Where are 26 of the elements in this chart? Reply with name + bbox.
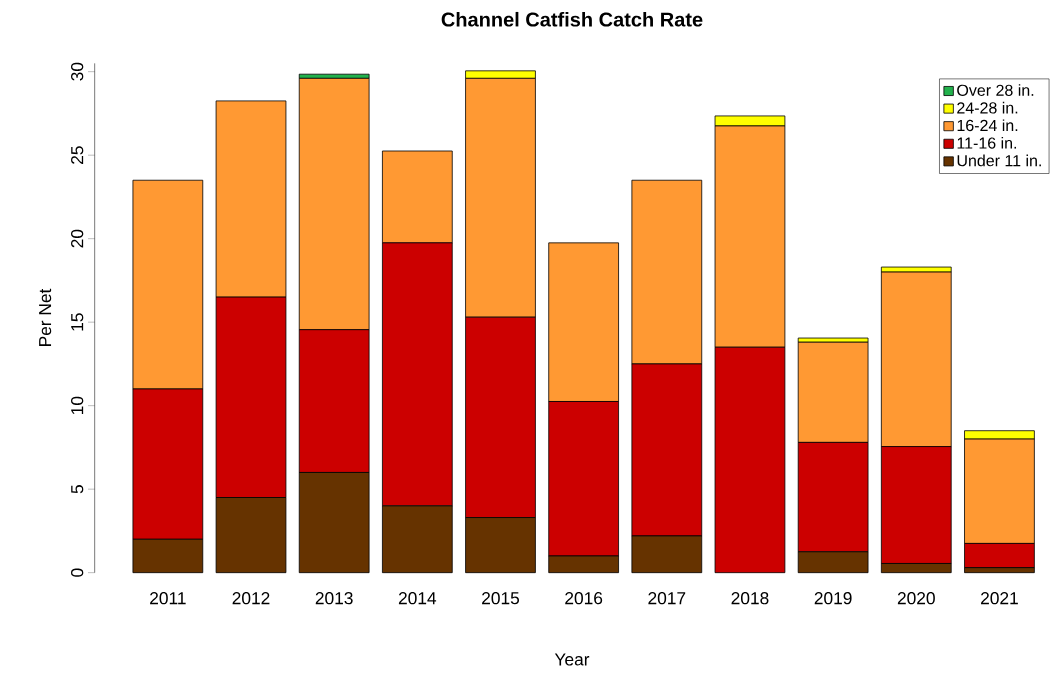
- legend-label: Under 11 in.: [957, 154, 1041, 167]
- x-tick-label: 2014: [398, 592, 437, 605]
- x-tick-label: 2013: [315, 592, 353, 605]
- x-tick-label: 2018: [731, 592, 769, 605]
- legend-label: 11-16 in.: [957, 137, 1017, 149]
- x-tick-label: 2019: [814, 592, 852, 605]
- y-axis-title: Per Net: [39, 288, 52, 347]
- y-tick-label: 5: [71, 485, 84, 494]
- legend-label: Over 28 in.: [957, 84, 1034, 97]
- x-axis-title: Year: [554, 653, 590, 666]
- y-tick-label: 30: [71, 62, 84, 81]
- y-tick-label: 10: [71, 396, 84, 415]
- x-tick-label: 2020: [897, 592, 935, 605]
- x-tick-label: 2017: [648, 592, 686, 605]
- legend-label: 24-28 in.: [957, 101, 1018, 114]
- legend-label: 16-24 in.: [957, 119, 1018, 132]
- y-tick-label: 15: [71, 313, 84, 331]
- x-tick-label: 2021: [981, 592, 1018, 605]
- chart-title: Channel Catfish Catch Rate: [441, 12, 703, 27]
- y-tick-label: 0: [71, 568, 84, 577]
- x-tick-label: 2016: [565, 592, 603, 605]
- x-tick-label: 2015: [482, 592, 520, 605]
- x-tick-label: 2011: [150, 592, 186, 605]
- y-tick-label: 25: [71, 146, 84, 165]
- y-tick-label: 20: [71, 229, 84, 248]
- x-tick-label: 2012: [232, 592, 270, 605]
